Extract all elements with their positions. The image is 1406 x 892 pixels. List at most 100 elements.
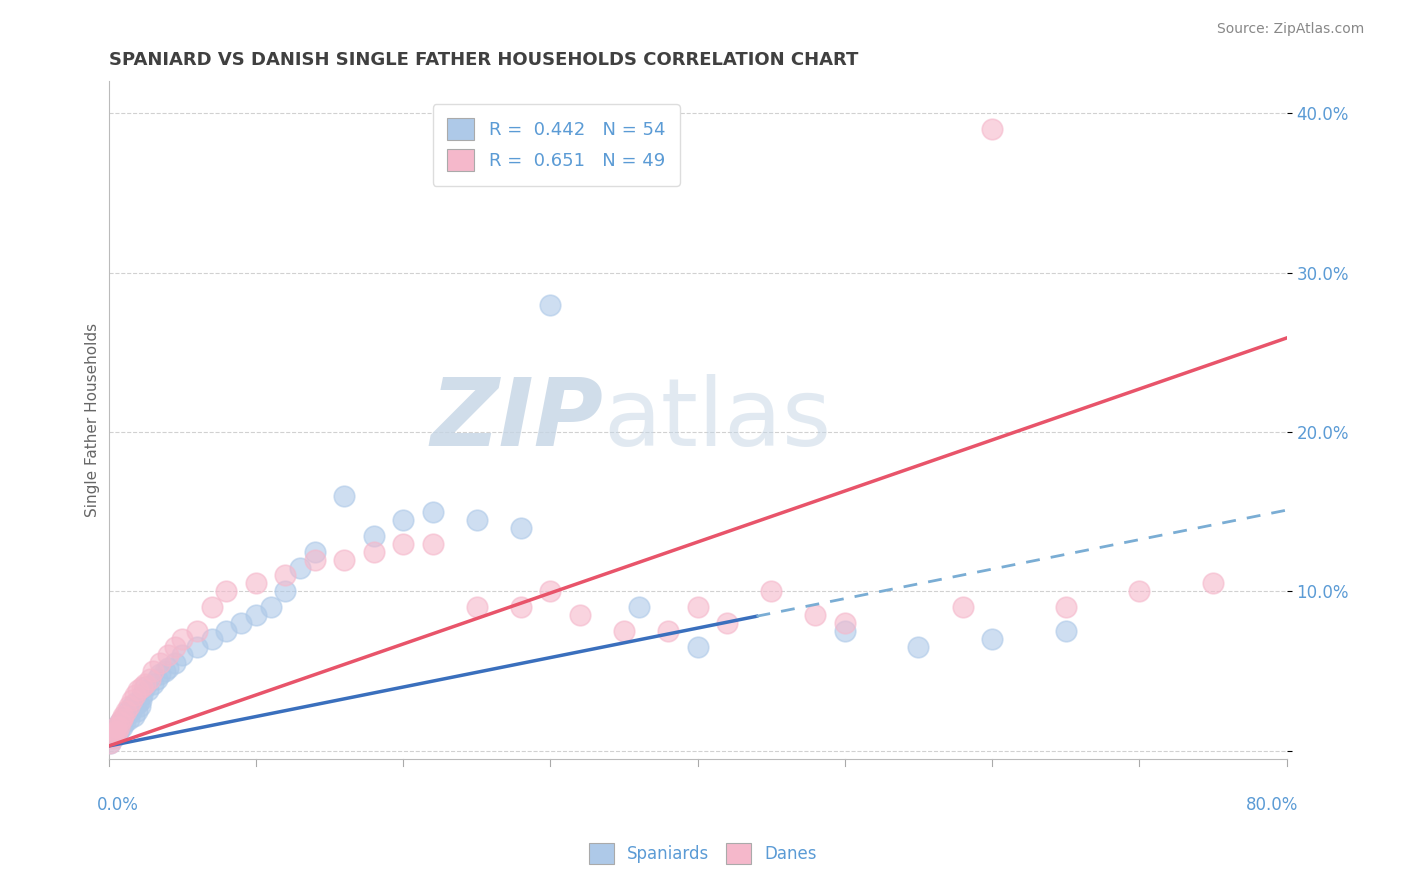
Text: atlas: atlas (603, 374, 831, 466)
Y-axis label: Single Father Households: Single Father Households (86, 323, 100, 517)
Point (363, 528, 385, 542)
Point (981, 122, 1004, 136)
Point (131, 680, 153, 694)
Point (627, 600, 650, 615)
Text: 80.0%: 80.0% (1246, 796, 1298, 814)
Point (124, 696, 146, 710)
Point (111, 712, 134, 726)
Point (107, 728, 129, 742)
Point (149, 656, 172, 670)
Point (100, 731, 122, 745)
Point (1128, 584, 1150, 599)
Point (111, 720, 134, 734)
Point (186, 640, 208, 655)
Point (139, 672, 162, 686)
Point (128, 699, 150, 714)
Point (509, 600, 531, 615)
Point (686, 600, 709, 615)
Point (115, 708, 138, 723)
Point (907, 640, 929, 655)
Point (172, 632, 194, 647)
Point (129, 693, 152, 707)
Point (134, 680, 156, 694)
Point (108, 723, 131, 737)
Point (98, 736, 121, 750)
Point (118, 712, 141, 726)
Point (98, 736, 121, 750)
Point (110, 715, 132, 730)
Point (392, 513, 415, 527)
Point (274, 584, 297, 599)
Point (107, 724, 129, 739)
Point (422, 505, 444, 519)
Point (127, 683, 149, 698)
Point (1202, 576, 1225, 591)
Point (117, 704, 139, 718)
Point (465, 600, 488, 615)
Point (153, 664, 176, 678)
Point (156, 648, 179, 663)
Text: 0.0%: 0.0% (97, 796, 139, 814)
Point (215, 584, 238, 599)
Point (834, 624, 856, 639)
Point (103, 724, 125, 739)
Point (138, 683, 160, 698)
Point (201, 600, 224, 615)
Point (509, 521, 531, 535)
Point (108, 720, 131, 734)
Point (103, 724, 125, 739)
Point (105, 720, 128, 734)
Point (952, 600, 974, 615)
Point (1054, 600, 1077, 615)
Point (101, 728, 124, 742)
Point (163, 640, 186, 655)
Point (538, 584, 561, 599)
Point (568, 608, 591, 623)
Point (149, 667, 172, 681)
Point (201, 632, 224, 647)
Point (613, 624, 636, 639)
Point (120, 704, 142, 718)
Point (127, 696, 149, 710)
Point (363, 544, 385, 558)
Point (657, 624, 679, 639)
Point (115, 704, 138, 718)
Point (1054, 624, 1077, 639)
Text: SPANIARD VS DANISH SINGLE FATHER HOUSEHOLDS CORRELATION CHART: SPANIARD VS DANISH SINGLE FATHER HOUSEHO… (108, 51, 858, 69)
Point (686, 640, 709, 655)
Point (215, 624, 238, 639)
Point (422, 536, 444, 550)
Point (761, 584, 783, 599)
Point (172, 648, 194, 663)
Point (124, 688, 146, 702)
Point (142, 664, 165, 678)
Point (121, 699, 143, 714)
Point (101, 731, 124, 745)
Point (142, 677, 165, 691)
Point (245, 608, 267, 623)
Point (392, 536, 415, 550)
Point (112, 712, 135, 726)
Point (163, 656, 186, 670)
Point (981, 632, 1004, 647)
Text: ZIP: ZIP (430, 374, 603, 466)
Point (288, 560, 311, 574)
Point (100, 728, 122, 742)
Point (146, 672, 169, 686)
Point (156, 661, 179, 675)
Point (834, 616, 856, 631)
Point (110, 715, 132, 730)
Point (304, 544, 326, 558)
Point (245, 576, 267, 591)
Point (112, 708, 135, 723)
Point (186, 624, 208, 639)
Point (465, 513, 488, 527)
Point (131, 688, 153, 702)
Point (259, 600, 281, 615)
Point (333, 552, 356, 566)
Point (121, 693, 143, 707)
Point (134, 677, 156, 691)
Point (125, 704, 148, 718)
Point (114, 715, 136, 730)
Point (804, 608, 827, 623)
